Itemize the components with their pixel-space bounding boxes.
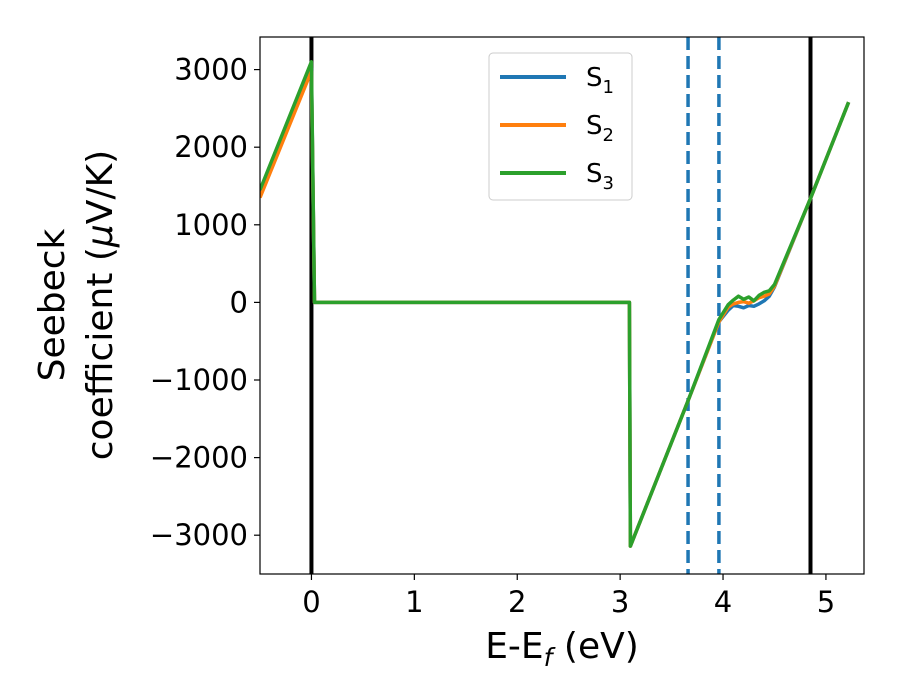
y-tick-label: −1000 [150, 363, 248, 397]
y-axis-ticks: −3000 −2000 −1000 0 1000 2000 3000 [150, 53, 260, 552]
x-tick-label: 2 [508, 585, 526, 619]
x-tick-label: 1 [405, 585, 423, 619]
x-tick-label: 3 [611, 585, 629, 619]
x-tick-label: 0 [302, 585, 320, 619]
y-tick-label: −3000 [150, 518, 248, 552]
x-axis-ticks: 0 1 2 3 4 5 [302, 574, 835, 619]
y-tick-label: −2000 [150, 441, 248, 475]
x-tick-label: 4 [714, 585, 732, 619]
y-axis-label-line1: Seebeck [32, 228, 73, 381]
legend-label-s3: S3 [586, 159, 614, 194]
y-tick-label: 1000 [174, 208, 248, 242]
y-tick-label: 3000 [174, 53, 248, 87]
x-axis-label: E-Ef (eV) [485, 626, 639, 672]
legend: S1 S2 S3 [488, 52, 633, 201]
y-tick-label: 0 [230, 285, 248, 319]
legend-label-s1: S1 [586, 63, 614, 98]
x-tick-label: 5 [817, 585, 835, 619]
series-line-s3 [260, 60, 851, 548]
y-tick-label: 2000 [174, 130, 248, 164]
plot-frame [259, 36, 865, 575]
series-lines [260, 60, 851, 548]
y-axis-label-line2: coefficient (μV/K) [80, 150, 121, 460]
legend-label-s2: S2 [586, 111, 614, 146]
